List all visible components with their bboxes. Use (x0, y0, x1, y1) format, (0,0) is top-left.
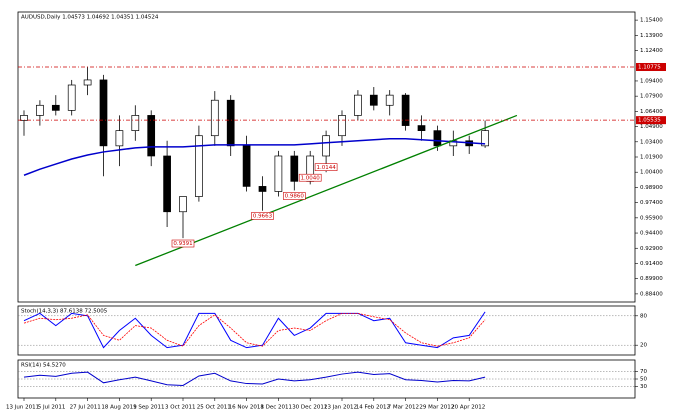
y-tick-label: 1.06400 (640, 109, 663, 115)
y-tick-label: 1.12400 (640, 48, 663, 54)
level-tag (636, 116, 666, 125)
x-tick-label: 30 Dec 2011 (292, 405, 327, 411)
x-tick-label: 23 Jan 2012 (324, 405, 357, 411)
y-tick-label: 0.98900 (640, 185, 663, 191)
candle-body (20, 115, 28, 121)
candle-body (354, 94, 362, 116)
y-tick-label: 1.07900 (640, 94, 663, 100)
y-tick-label: 0.91400 (640, 261, 663, 267)
candle-body (226, 99, 235, 147)
x-tick-label: 9 Sep 2011 (133, 405, 164, 411)
panel-title: Stoch(14,3,3) 87.6138 72.5005 (21, 309, 108, 315)
x-tick-label: 3 Oct 2011 (165, 405, 196, 411)
candle-body (115, 130, 124, 147)
indicator-line (23, 371, 486, 386)
y-tick-label: 0.94400 (640, 231, 663, 237)
low-tag (171, 239, 195, 248)
indicator-line (23, 312, 486, 347)
low-tag (314, 163, 338, 171)
level-label: 1.05535 (638, 118, 661, 124)
candle-body (163, 155, 171, 213)
low-label: 0.9663 (253, 214, 273, 220)
x-tick-label: 16 Nov 2011 (229, 405, 264, 411)
y-tick-label: 20 (640, 343, 647, 349)
candle-body (179, 196, 187, 213)
y-tick-label: 1.13900 (640, 33, 663, 39)
candle-body (210, 99, 219, 137)
low-label: 0.9860 (285, 194, 305, 200)
panel-frame (17, 305, 636, 356)
candle-body (433, 130, 442, 147)
y-tick-label: 1.09400 (640, 78, 663, 84)
x-tick-label: 13 Jun 2011 (6, 405, 39, 411)
y-tick-label: 1.03400 (640, 139, 663, 145)
y-tick-label: 0.97400 (640, 200, 663, 206)
candle-body (83, 79, 92, 86)
candle-body (147, 115, 156, 157)
y-tick-label: 1.15400 (640, 18, 663, 24)
level-label: 1.10775 (638, 65, 661, 71)
x-tick-label: 14 Feb 2012 (356, 405, 390, 411)
low-tag (251, 212, 274, 220)
candle-body (67, 84, 76, 111)
low-label: 0.9391 (173, 241, 192, 247)
y-tick-label: 0.95900 (640, 215, 663, 221)
low-label: 1.0040 (301, 175, 321, 181)
candle-body (290, 155, 299, 182)
candle-body (195, 135, 203, 197)
x-tick-label: 25 Oct 2011 (197, 405, 231, 411)
candle-body (401, 94, 410, 126)
x-tick-label: 18 Aug 2011 (101, 405, 136, 411)
x-tick-label: 29 Mar 2012 (419, 405, 454, 411)
indicator-line (23, 311, 486, 349)
trendline (135, 114, 518, 267)
candle-body (274, 155, 283, 192)
candle-body (481, 130, 489, 147)
y-tick-label: 30 (640, 384, 647, 390)
y-tick-label: 1.00400 (640, 170, 663, 176)
x-tick-label: 5 Jul 2011 (38, 405, 66, 411)
x-tick-label: 7 Mar 2012 (388, 405, 419, 411)
level-tag (636, 63, 666, 72)
y-tick-label: 80 (640, 313, 647, 319)
candle-body (385, 94, 394, 106)
y-tick-label: 0.92900 (640, 246, 663, 252)
candle-body (131, 115, 140, 131)
panel-title: RSI(14) 54.5270 (21, 363, 66, 369)
low-label: 1.0144 (316, 165, 336, 171)
x-tick-label: 8 Dec 2011 (260, 405, 292, 411)
y-tick-label: 0.89900 (640, 276, 663, 282)
candle-body (51, 104, 60, 111)
candle-body (99, 79, 108, 147)
y-tick-label: 70 (640, 369, 647, 375)
y-tick-label: 0.88400 (640, 291, 663, 297)
moving-average (23, 137, 486, 176)
panel-title: AUDUSD,Daily 1.04573 1.04692 1.04351 1.0… (21, 15, 159, 21)
candle-body (417, 125, 426, 131)
x-tick-label: 20 Apr 2012 (451, 405, 485, 411)
y-tick-label: 50 (640, 377, 647, 383)
candle-body (369, 94, 378, 106)
candle-body (36, 104, 44, 116)
low-tag (282, 192, 306, 200)
candle-body (338, 115, 346, 137)
candle-body (258, 186, 267, 192)
x-tick-label: 27 Jul 2011 (70, 405, 101, 411)
candle-body (322, 135, 330, 157)
y-tick-label: 1.04900 (640, 124, 663, 130)
candle-body (242, 145, 251, 187)
y-tick-label: 1.01900 (640, 155, 663, 161)
panel-frame (17, 359, 636, 399)
low-tag (298, 173, 322, 182)
